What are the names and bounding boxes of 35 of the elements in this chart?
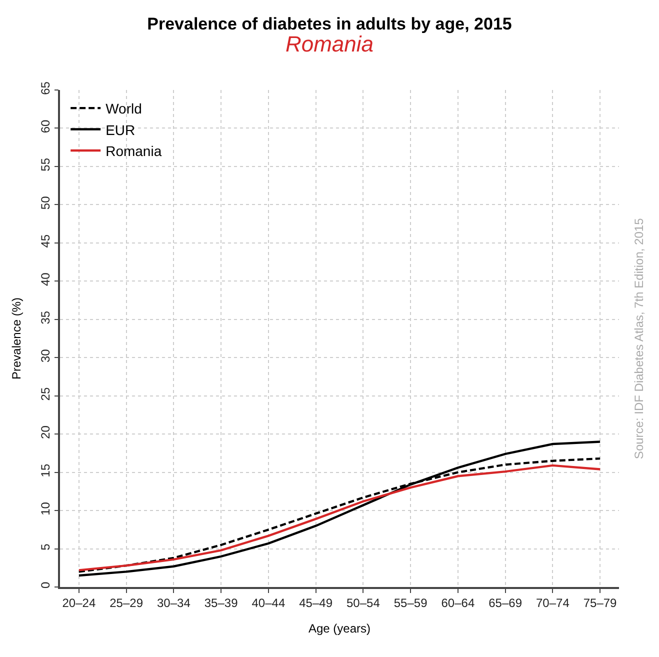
chart-subtitle: Romania xyxy=(285,32,374,57)
x-tick-label: 75–79 xyxy=(583,596,618,610)
x-axis-title: Age (years) xyxy=(308,622,371,636)
x-tick-label: 40–44 xyxy=(252,596,286,610)
y-tick-label: 15 xyxy=(38,464,52,478)
x-tick-label: 45–49 xyxy=(299,596,333,610)
x-tick-label: 30–34 xyxy=(157,596,191,610)
y-tick-label: 55 xyxy=(38,158,52,172)
y-tick-label: 65 xyxy=(38,81,52,95)
y-tick-label: 10 xyxy=(38,502,52,516)
chart-title: Prevalence of diabetes in adults by age, 2015 xyxy=(147,14,512,34)
x-tick-label: 50–54 xyxy=(346,596,380,610)
y-tick-label: 20 xyxy=(38,425,52,439)
x-tick-label: 25–29 xyxy=(110,596,144,610)
y-tick-label: 0 xyxy=(38,582,52,589)
x-tick-label: 60–64 xyxy=(441,596,475,610)
y-tick-label: 25 xyxy=(38,387,52,401)
x-tick-label: 35–39 xyxy=(204,596,238,610)
y-tick-label: 60 xyxy=(38,119,52,134)
y-tick-label: 40 xyxy=(38,272,52,286)
legend-label: World xyxy=(106,100,142,117)
legend-label: Romania xyxy=(106,142,162,159)
y-tick-label: 35 xyxy=(38,310,52,324)
y-tick-label: 50 xyxy=(38,196,52,210)
y-tick-label: 5 xyxy=(38,543,52,550)
x-tick-label: 70–74 xyxy=(536,596,570,610)
x-tick-label: 20–24 xyxy=(62,596,96,610)
x-tick-label: 65–69 xyxy=(488,596,522,610)
source-note: Source: IDF Diabetes Atlas, 7th Edition, 2015 xyxy=(632,218,646,460)
x-tick-label: 55–59 xyxy=(394,596,428,610)
y-tick-label: 45 xyxy=(38,234,52,248)
y-axis-title: Prevalence (%) xyxy=(9,297,24,380)
line-series xyxy=(78,440,602,577)
y-tick-label: 30 xyxy=(38,348,52,362)
legend-label: EUR xyxy=(106,122,136,138)
